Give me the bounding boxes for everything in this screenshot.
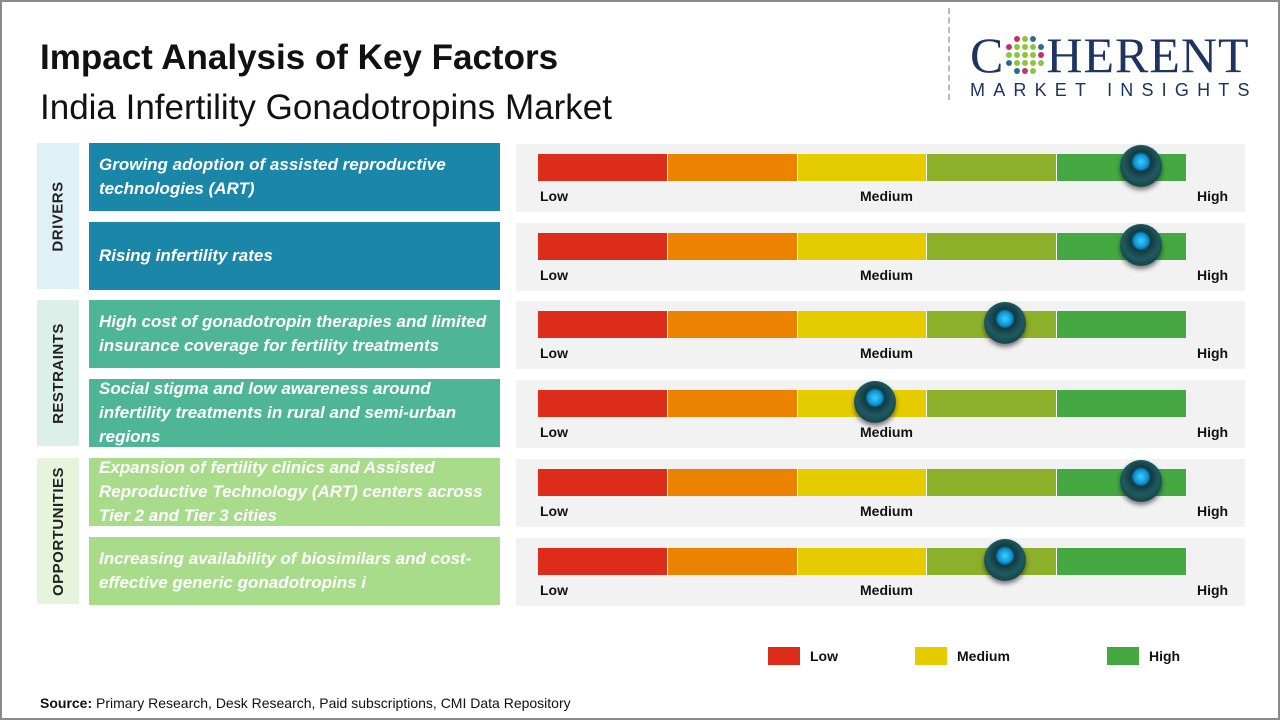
impact-indicator-icon bbox=[1119, 224, 1162, 266]
scale-segment bbox=[538, 233, 668, 260]
legend-swatch bbox=[915, 647, 947, 665]
impact-gauge: Low Medium High bbox=[516, 223, 1245, 291]
category-drivers: DRIVERS bbox=[37, 143, 79, 289]
factor-box: Social stigma and low awareness around i… bbox=[89, 379, 500, 447]
scale-label-low: Low bbox=[540, 188, 568, 204]
impact-gauge: Low Medium High bbox=[516, 538, 1245, 606]
scale-label-high: High bbox=[1197, 345, 1229, 361]
factor-box: Increasing availability of biosimilars a… bbox=[89, 537, 500, 605]
scale-segment bbox=[538, 469, 668, 496]
scale-label-high: High bbox=[1197, 582, 1229, 598]
legend-label: Low bbox=[810, 648, 838, 664]
scale-label-high: High bbox=[1197, 503, 1229, 519]
scale-label-high: High bbox=[1197, 267, 1229, 283]
scale-segment bbox=[927, 233, 1058, 260]
factor-box: Expansion of fertility clinics and Assis… bbox=[89, 458, 500, 526]
source-label: Source: bbox=[40, 695, 93, 711]
factor-text: Increasing availability of biosimilars a… bbox=[99, 549, 472, 592]
scale-segment bbox=[538, 154, 668, 181]
scale-segment bbox=[797, 154, 928, 181]
scale-label-low: Low bbox=[540, 424, 568, 440]
legend-swatch bbox=[1107, 647, 1139, 665]
legend-high: High bbox=[1107, 647, 1180, 665]
source-note: Source: Primary Research, Desk Research,… bbox=[40, 695, 571, 711]
category-label: DRIVERS bbox=[49, 180, 67, 252]
scale-label-medium: Medium bbox=[860, 503, 913, 519]
legend-medium: Medium bbox=[915, 647, 1010, 665]
scale-segment bbox=[667, 154, 798, 181]
scale-segment bbox=[667, 311, 798, 338]
scale-segment bbox=[667, 390, 798, 417]
impact-scale-bar bbox=[538, 390, 1186, 417]
impact-scale-bar bbox=[538, 311, 1186, 338]
impact-gauge: Low Medium High bbox=[516, 144, 1245, 212]
category-label: OPPORTUNITIES bbox=[49, 466, 67, 596]
category-opportunities: OPPORTUNITIES bbox=[37, 458, 79, 604]
legend-swatch bbox=[768, 647, 800, 665]
factor-text: Expansion of fertility clinics and Assis… bbox=[99, 458, 483, 525]
scale-segment bbox=[797, 548, 928, 575]
scale-label-medium: Medium bbox=[860, 582, 913, 598]
scale-segment bbox=[797, 233, 928, 260]
impact-gauge: Low Medium High bbox=[516, 459, 1245, 527]
logo-globe-icon bbox=[1006, 36, 1045, 74]
scale-label-medium: Medium bbox=[860, 424, 913, 440]
impact-indicator-icon bbox=[983, 539, 1026, 581]
divider bbox=[948, 8, 950, 100]
scale-label-low: Low bbox=[540, 345, 568, 361]
page-title: Impact Analysis of Key Factors bbox=[40, 38, 559, 77]
impact-indicator-icon bbox=[1119, 145, 1162, 187]
scale-segment bbox=[797, 311, 928, 338]
scale-label-medium: Medium bbox=[860, 267, 913, 283]
legend-label: High bbox=[1149, 648, 1181, 664]
impact-indicator-icon bbox=[1119, 460, 1162, 502]
logo-subtitle: MARKET INSIGHTS bbox=[970, 80, 1258, 100]
scale-segment bbox=[667, 233, 798, 260]
category-restraints: RESTRAINTS bbox=[37, 300, 79, 446]
scale-segment bbox=[538, 548, 668, 575]
impact-scale-bar bbox=[538, 469, 1186, 496]
company-logo: C HERENT MARKET INSIGHTS bbox=[970, 30, 1260, 101]
scale-label-low: Low bbox=[540, 582, 568, 598]
scale-segment bbox=[538, 390, 668, 417]
scale-segment bbox=[667, 469, 798, 496]
impact-scale-bar bbox=[538, 233, 1186, 260]
scale-segment bbox=[927, 154, 1058, 181]
impact-indicator-icon bbox=[983, 302, 1026, 344]
legend-label: Medium bbox=[957, 648, 1010, 664]
factor-box: High cost of gonadotropin therapies and … bbox=[89, 300, 500, 368]
scale-segment bbox=[927, 390, 1058, 417]
impact-scale-bar bbox=[538, 154, 1186, 181]
scale-label-high: High bbox=[1197, 188, 1229, 204]
factor-box: Growing adoption of assisted reproductiv… bbox=[89, 143, 500, 211]
scale-segment bbox=[1057, 548, 1186, 575]
scale-segment bbox=[667, 548, 798, 575]
scale-label-low: Low bbox=[540, 267, 568, 283]
scale-label-medium: Medium bbox=[860, 345, 913, 361]
factor-text: Social stigma and low awareness around i… bbox=[99, 379, 457, 446]
scale-segment bbox=[1057, 390, 1186, 417]
scale-label-medium: Medium bbox=[860, 188, 913, 204]
factor-text: Growing adoption of assisted reproductiv… bbox=[99, 155, 446, 198]
factor-text: High cost of gonadotropin therapies and … bbox=[99, 312, 487, 355]
impact-gauge: Low Medium High bbox=[516, 380, 1245, 448]
factor-box: Rising infertility rates bbox=[89, 222, 500, 290]
impact-gauge: Low Medium High bbox=[516, 301, 1245, 369]
category-label: RESTRAINTS bbox=[49, 322, 67, 424]
factor-text: Rising infertility rates bbox=[99, 246, 273, 265]
impact-indicator-icon bbox=[853, 381, 896, 423]
legend-low: Low bbox=[768, 647, 838, 665]
scale-segment bbox=[1057, 311, 1186, 338]
scale-label-high: High bbox=[1197, 424, 1229, 440]
scale-label-low: Low bbox=[540, 503, 568, 519]
scale-segment bbox=[797, 469, 928, 496]
scale-segment bbox=[927, 469, 1058, 496]
scale-segment bbox=[538, 311, 668, 338]
page-subtitle: India Infertility Gonadotropins Market bbox=[40, 88, 612, 127]
impact-scale-bar bbox=[538, 548, 1186, 575]
source-text: Primary Research, Desk Research, Paid su… bbox=[92, 695, 571, 711]
